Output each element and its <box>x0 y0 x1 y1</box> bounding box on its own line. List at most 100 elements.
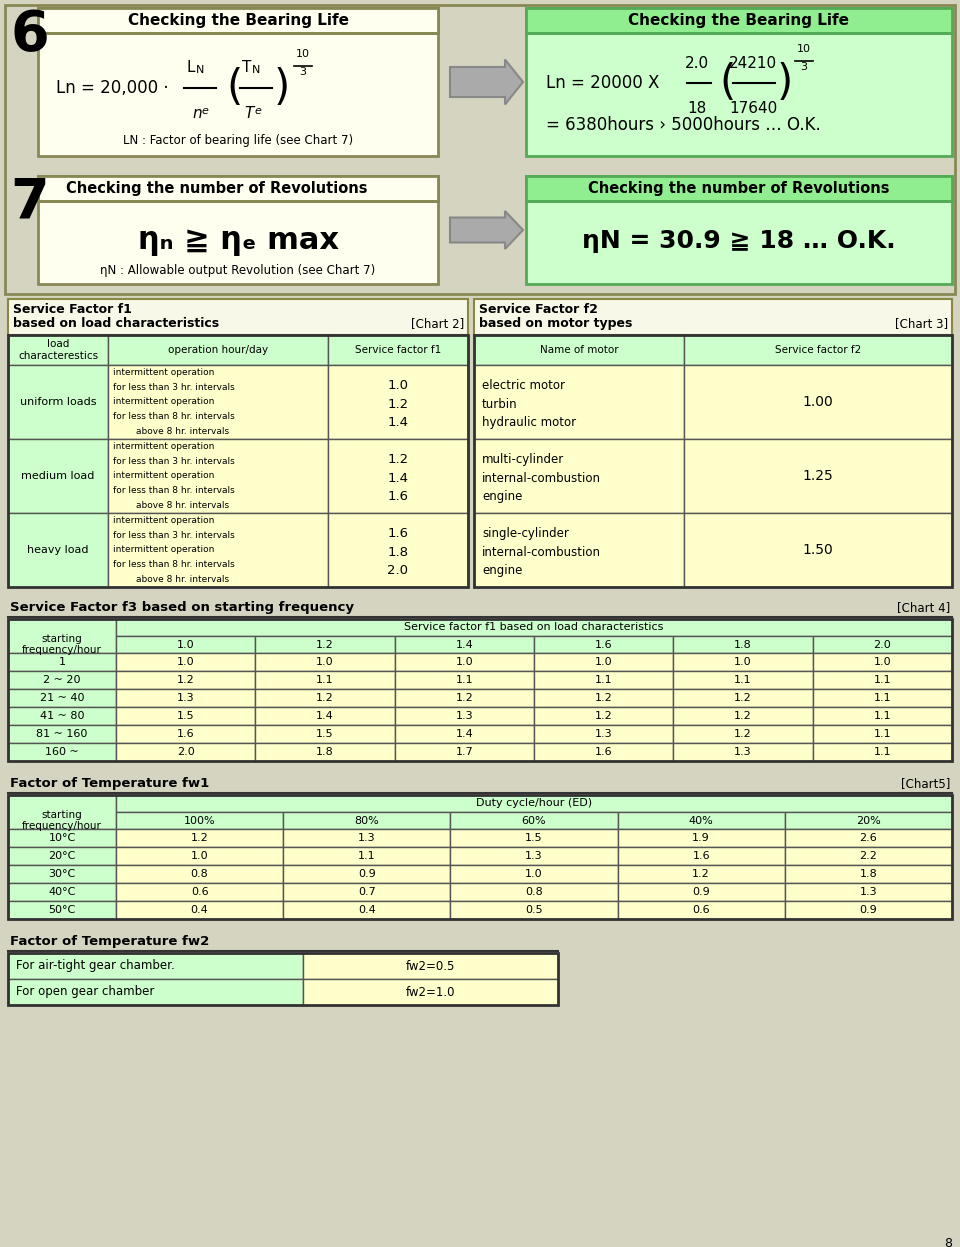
Text: ηN : Allowable output Revolution (see Chart 7): ηN : Allowable output Revolution (see Ch… <box>101 264 375 277</box>
Text: 50°C: 50°C <box>48 905 76 915</box>
Text: 1.2: 1.2 <box>595 693 612 703</box>
Bar <box>617 865 784 883</box>
FancyArrow shape <box>450 60 523 105</box>
Text: 1.2: 1.2 <box>734 711 752 721</box>
Text: [Chart 3]: [Chart 3] <box>895 317 948 330</box>
Bar <box>534 707 673 725</box>
Bar <box>8 743 116 761</box>
Text: 17640: 17640 <box>729 101 778 116</box>
Bar <box>116 653 255 671</box>
Text: L: L <box>186 60 195 75</box>
Text: 1.4: 1.4 <box>455 640 473 650</box>
Text: For air-tight gear chamber.: For air-tight gear chamber. <box>16 959 175 973</box>
Text: Name of motor: Name of motor <box>540 345 618 355</box>
Bar <box>108 513 328 587</box>
Bar <box>534 690 673 707</box>
Text: 1.1: 1.1 <box>874 711 891 721</box>
Text: engine: engine <box>482 564 522 577</box>
Bar <box>108 439 328 513</box>
Text: Service factor f1 based on load characteristics: Service factor f1 based on load characte… <box>404 622 663 632</box>
Bar <box>8 829 116 847</box>
Bar <box>116 865 283 883</box>
Text: 1.1: 1.1 <box>316 675 334 685</box>
Text: 0.9: 0.9 <box>692 887 710 897</box>
Bar <box>684 439 952 513</box>
Text: 1.2: 1.2 <box>316 693 334 703</box>
Text: 81 ~ 160: 81 ~ 160 <box>36 729 87 739</box>
Text: based on load characteristics: based on load characteristics <box>13 317 219 330</box>
Text: 1.4: 1.4 <box>455 729 473 739</box>
Bar <box>617 902 784 919</box>
Bar <box>8 796 116 829</box>
Bar <box>395 707 534 725</box>
Bar <box>283 902 450 919</box>
Text: 1.0: 1.0 <box>456 657 473 667</box>
Bar <box>8 953 303 979</box>
Text: Checking the Bearing Life: Checking the Bearing Life <box>629 12 850 27</box>
Text: 1.2: 1.2 <box>177 675 195 685</box>
Text: 10: 10 <box>797 44 811 54</box>
Text: T: T <box>244 106 253 121</box>
Bar <box>450 847 617 865</box>
Text: Service factor f1: Service factor f1 <box>355 345 442 355</box>
Text: 2.6: 2.6 <box>859 833 877 843</box>
Text: e: e <box>254 106 261 116</box>
Text: [Chart 4]: [Chart 4] <box>897 601 950 614</box>
Bar <box>108 335 328 365</box>
Text: 1.5: 1.5 <box>316 729 334 739</box>
Text: Ln = 20000 X: Ln = 20000 X <box>546 74 664 92</box>
Text: 1.8: 1.8 <box>859 869 877 879</box>
Text: starting
frequency/hour: starting frequency/hour <box>22 809 102 832</box>
Text: = 6380hours › 5000hours … O.K.: = 6380hours › 5000hours … O.K. <box>546 116 821 133</box>
Text: 1.0: 1.0 <box>734 657 752 667</box>
Text: 3: 3 <box>801 62 807 72</box>
Text: 21 ~ 40: 21 ~ 40 <box>39 693 84 703</box>
Text: 2.0: 2.0 <box>684 56 709 71</box>
Bar <box>38 176 438 201</box>
Bar <box>283 829 450 847</box>
Bar <box>534 725 673 743</box>
Bar <box>673 671 813 690</box>
Text: 1.1: 1.1 <box>874 729 891 739</box>
Text: 1.1: 1.1 <box>874 675 891 685</box>
Text: 0.5: 0.5 <box>525 905 542 915</box>
Bar <box>673 690 813 707</box>
Text: above 8 hr. intervals: above 8 hr. intervals <box>113 575 229 584</box>
Text: 1.5: 1.5 <box>177 711 195 721</box>
Bar <box>8 671 116 690</box>
Bar <box>395 725 534 743</box>
Text: 1.1: 1.1 <box>595 675 612 685</box>
Text: For open gear chamber: For open gear chamber <box>16 985 155 999</box>
Text: operation hour/day: operation hour/day <box>168 345 268 355</box>
Bar <box>395 743 534 761</box>
Text: Checking the number of Revolutions: Checking the number of Revolutions <box>588 181 890 196</box>
Text: 1.0: 1.0 <box>177 640 195 650</box>
Text: 1.6: 1.6 <box>595 747 612 757</box>
Text: (: ( <box>719 62 735 104</box>
Bar <box>784 865 952 883</box>
Text: intermittent operation: intermittent operation <box>113 545 214 555</box>
Bar <box>303 979 558 1005</box>
Text: 1.2: 1.2 <box>734 693 752 703</box>
Text: 1.00: 1.00 <box>803 395 833 409</box>
Text: 1.2: 1.2 <box>191 833 208 843</box>
Text: ): ) <box>274 67 290 108</box>
Text: hydraulic motor: hydraulic motor <box>482 416 576 429</box>
Bar <box>813 653 952 671</box>
Bar <box>8 796 952 919</box>
Bar <box>526 176 952 284</box>
Text: for less than 8 hr. intervals: for less than 8 hr. intervals <box>113 413 235 421</box>
Bar <box>255 707 395 725</box>
Text: 1.4: 1.4 <box>388 416 409 429</box>
Bar <box>8 865 116 883</box>
Text: 1.3: 1.3 <box>595 729 612 739</box>
Bar <box>116 829 283 847</box>
Text: [Chart5]: [Chart5] <box>900 777 950 791</box>
Bar <box>8 513 108 587</box>
Text: 2.0: 2.0 <box>177 747 195 757</box>
Bar <box>450 883 617 902</box>
Bar <box>617 812 784 829</box>
Text: 1.1: 1.1 <box>456 675 473 685</box>
Bar <box>474 335 684 365</box>
Text: 1.2: 1.2 <box>455 693 473 703</box>
